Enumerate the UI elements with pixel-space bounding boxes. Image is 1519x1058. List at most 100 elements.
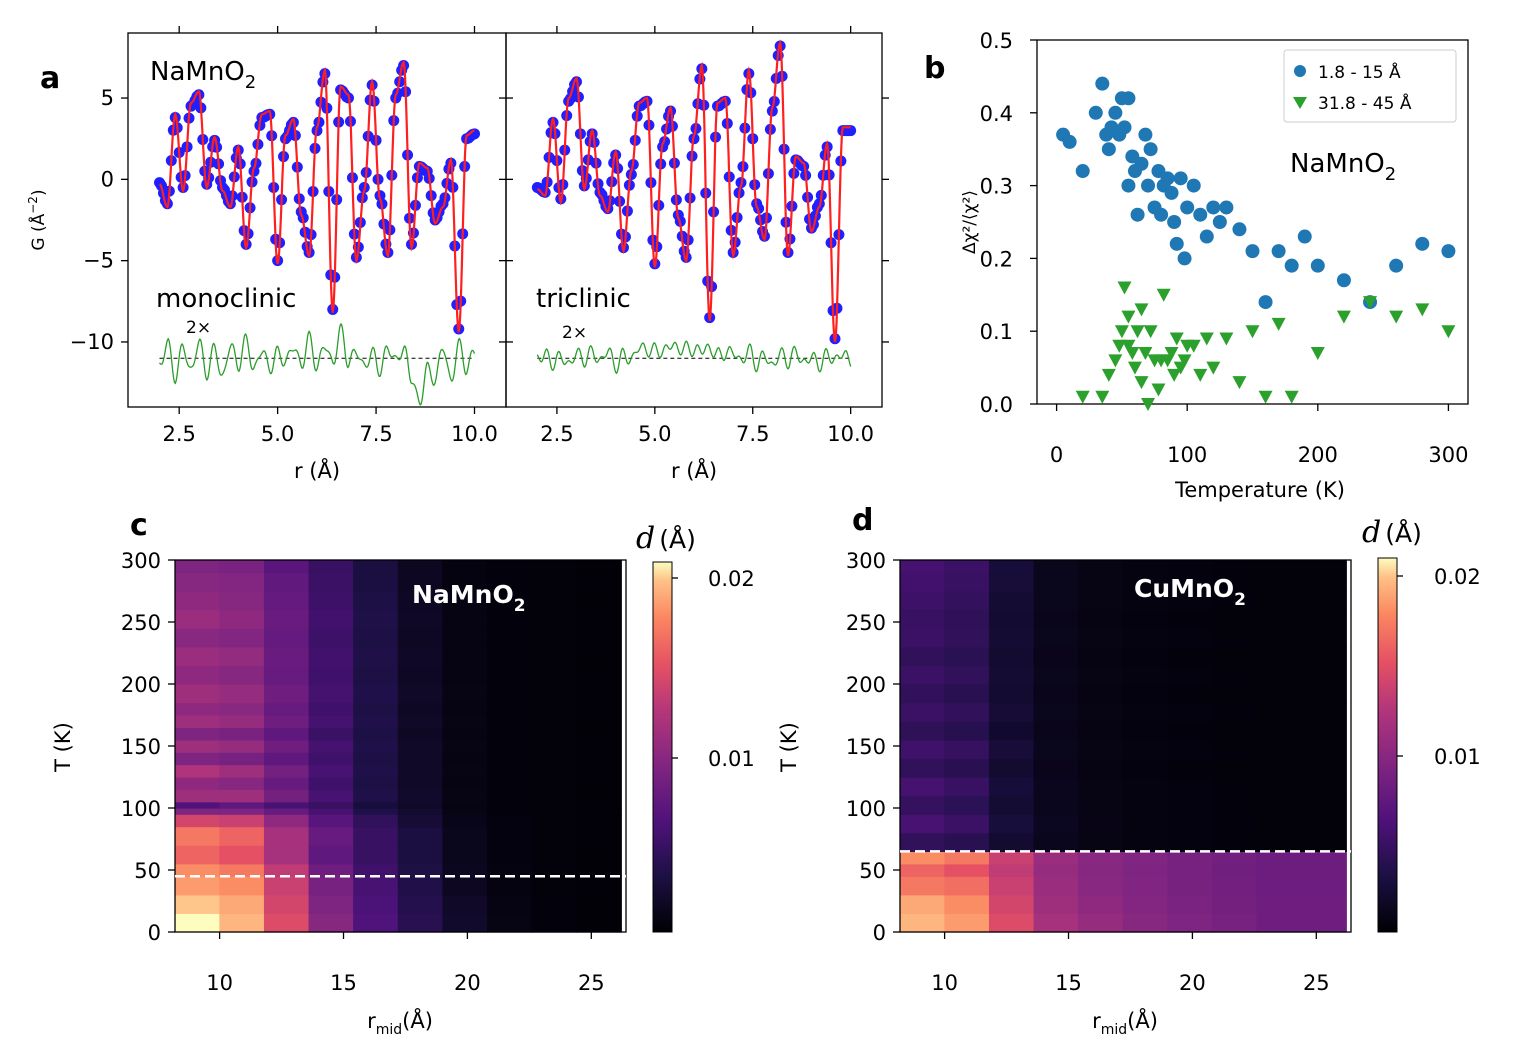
heatmap-cell [1078, 684, 1124, 704]
panel-label-d: d [852, 503, 873, 538]
x-tick-label: 20 [1179, 971, 1206, 995]
heatmap-cell [988, 721, 1035, 741]
heatmap-cell [1033, 684, 1080, 704]
colorbar: 0.02 0.01 d (Å) [636, 521, 755, 933]
model-label-monoclinic: monoclinic [156, 284, 296, 314]
heatmap-cell [988, 876, 1035, 896]
heatmap-cell [174, 727, 221, 741]
heatmap-cell [576, 591, 622, 611]
heatmap-cell [353, 572, 399, 592]
compound-label: NaMnO2 [150, 57, 256, 93]
y-tick-label: 50 [859, 859, 886, 883]
y-tick-label: 50 [134, 859, 161, 883]
series1-point [1169, 236, 1184, 251]
heatmap-cell [353, 814, 399, 828]
heatmap-cell [263, 789, 310, 803]
heatmap-cell [576, 665, 622, 685]
heatmap-cell [1301, 876, 1347, 896]
heatmap-cell [1033, 913, 1080, 933]
series2-point [1075, 390, 1090, 404]
heatmap-cell [174, 684, 221, 704]
heatmap-cell [988, 863, 1035, 877]
heatmap-cell [1167, 591, 1214, 611]
heatmap-cell [576, 702, 622, 716]
heatmap-cell [531, 894, 578, 914]
heatmap-cell [1078, 739, 1124, 759]
heatmap-cell [397, 646, 444, 666]
heatmap-cell [353, 789, 399, 803]
heatmap-cell [219, 894, 266, 914]
legend: 1.8 - 15 Å 31.8 - 45 Å [1283, 49, 1457, 123]
heatmap-cell [263, 752, 310, 766]
heatmap-cell [219, 572, 266, 592]
x-tick-label: 15 [1055, 971, 1082, 995]
series1-point [1167, 215, 1182, 229]
heatmap-cell [944, 591, 991, 611]
heatmap-cell [944, 876, 991, 896]
x-axis-label: rmid(Å) [367, 1007, 433, 1038]
heatmap-cell [899, 795, 946, 815]
heatmap-cell [988, 913, 1035, 933]
heatmap-cell [219, 727, 266, 741]
heatmap-cell [1211, 684, 1258, 704]
heatmap-cell [1122, 702, 1169, 722]
series1-point [1130, 207, 1145, 222]
heatmap-cell [263, 777, 310, 790]
y-tick-label: 0.0 [980, 393, 1013, 417]
heatmap-cell [531, 646, 578, 666]
series1-point [1245, 244, 1260, 259]
heatmap-cell [1078, 851, 1124, 865]
legend-label: 31.8 - 45 Å [1318, 92, 1412, 114]
series1-point [1297, 229, 1312, 244]
heatmap-cell [576, 863, 622, 877]
series1-point [1138, 127, 1153, 142]
colorbar-gradient [652, 561, 673, 933]
heatmap-cell [263, 560, 310, 573]
heatmap-cell [531, 764, 578, 778]
heatmap-cell [1301, 684, 1347, 704]
heatmap-cell [308, 845, 355, 865]
heatmap-cell [1167, 684, 1214, 704]
series1-point [1134, 156, 1149, 171]
heatmap-cell [219, 715, 266, 728]
heatmap-cell [1167, 628, 1214, 648]
heatmap-cell [308, 826, 355, 846]
series1-point [1284, 258, 1299, 273]
heatmap-cell [1167, 832, 1214, 852]
x-tick-label: 7.5 [359, 422, 392, 446]
heatmap-cell [531, 591, 578, 611]
x-tick-label: 200 [1298, 443, 1338, 467]
x-tick-label: 10.0 [827, 422, 874, 446]
heatmap-cell [353, 646, 399, 666]
heatmap-cell [988, 894, 1035, 914]
heatmap-cell [1033, 894, 1080, 914]
heatmap-cell [1211, 646, 1258, 666]
heatmap-cell [899, 758, 946, 778]
heatmap-cell [1122, 777, 1169, 797]
x-axis-label: rmid(Å) [1092, 1007, 1158, 1038]
heatmap-cell [1256, 894, 1303, 914]
series1-point [1212, 215, 1227, 229]
heatmap-cell [442, 739, 489, 753]
y-tick-label: 0.5 [980, 29, 1013, 53]
heatmap-cell [486, 727, 533, 741]
series1-point [1258, 295, 1273, 310]
heatmap-cell [576, 789, 622, 803]
x-tick-label: 100 [1167, 443, 1207, 467]
y-tick-label: −5 [83, 249, 114, 273]
heatmap-cell [1122, 913, 1169, 933]
heatmap-cell [263, 665, 310, 685]
heatmap-cell [531, 808, 578, 815]
heatmap-cell [1211, 591, 1258, 611]
heatmap-cell [576, 684, 622, 704]
x-tick-label: 2.5 [162, 422, 195, 446]
heatmap-cell [1256, 684, 1303, 704]
series2-point [1271, 317, 1286, 331]
heatmap-cell [1122, 863, 1169, 877]
heatmap-cell [353, 801, 399, 809]
series2-point [1141, 398, 1156, 411]
colorbar-gradient [1377, 557, 1398, 933]
heatmap-cell [1033, 702, 1080, 722]
heatmap-cell [486, 826, 533, 846]
